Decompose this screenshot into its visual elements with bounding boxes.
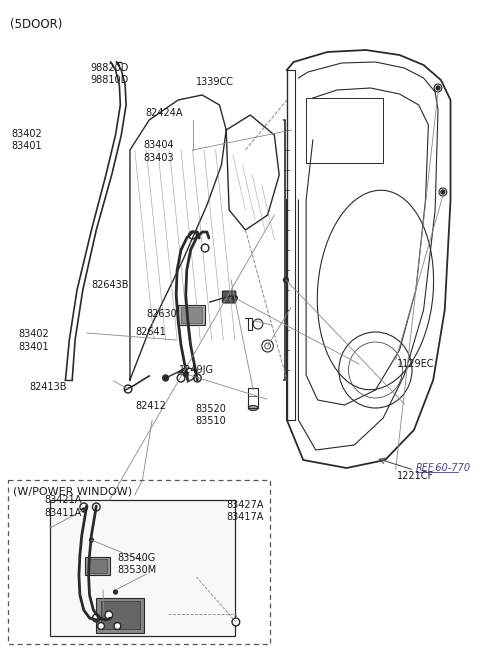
Bar: [101, 601, 140, 629]
Circle shape: [203, 245, 207, 251]
Circle shape: [177, 374, 185, 382]
Text: (5DOOR): (5DOOR): [10, 18, 62, 31]
Text: 1249JG: 1249JG: [180, 365, 214, 375]
Circle shape: [233, 619, 238, 625]
Bar: [50, 500, 235, 636]
Text: REF.60-770: REF.60-770: [416, 463, 471, 473]
Ellipse shape: [248, 405, 258, 411]
Circle shape: [232, 295, 237, 300]
Circle shape: [179, 375, 183, 380]
Text: 82424A: 82424A: [145, 108, 183, 117]
Circle shape: [99, 624, 103, 628]
Circle shape: [195, 375, 200, 380]
Circle shape: [81, 504, 86, 510]
Bar: [178, 305, 205, 325]
Text: 83540G
83530M: 83540G 83530M: [118, 553, 157, 575]
Bar: [96, 598, 144, 633]
Circle shape: [436, 86, 440, 90]
Circle shape: [183, 371, 188, 377]
Circle shape: [441, 190, 445, 194]
Text: 1129EC: 1129EC: [396, 359, 434, 369]
FancyBboxPatch shape: [222, 291, 236, 303]
Circle shape: [114, 590, 118, 594]
Text: 82630: 82630: [146, 309, 177, 319]
Circle shape: [189, 231, 196, 239]
Bar: [88, 559, 107, 573]
Circle shape: [124, 385, 132, 393]
Text: 82413B: 82413B: [29, 382, 67, 392]
Circle shape: [94, 615, 99, 621]
Circle shape: [94, 504, 99, 510]
Text: (W/POWER WINDOW): (W/POWER WINDOW): [13, 487, 132, 497]
Bar: [84, 557, 110, 575]
Text: 82412: 82412: [135, 401, 166, 411]
Circle shape: [163, 375, 168, 381]
Text: 83427A
83417A: 83427A 83417A: [227, 500, 264, 522]
Circle shape: [82, 508, 85, 512]
Circle shape: [90, 538, 94, 542]
Text: 1221CF: 1221CF: [396, 471, 433, 481]
Bar: [306, 98, 383, 163]
Text: 82643B: 82643B: [91, 280, 129, 290]
Text: 83404
83403: 83404 83403: [143, 140, 174, 163]
Bar: [8, 480, 270, 644]
Text: 1339CC: 1339CC: [196, 77, 234, 87]
Circle shape: [114, 623, 121, 630]
Text: 98820D
98810D: 98820D 98810D: [90, 63, 129, 85]
Circle shape: [93, 614, 100, 622]
Text: 83520
83510: 83520 83510: [195, 404, 226, 426]
Circle shape: [107, 613, 111, 617]
Circle shape: [193, 374, 201, 382]
Circle shape: [126, 386, 131, 392]
Text: 82641: 82641: [136, 327, 167, 337]
Circle shape: [190, 232, 195, 237]
Circle shape: [232, 618, 240, 626]
Circle shape: [116, 624, 120, 628]
Circle shape: [98, 623, 105, 630]
Text: 83421A
83411A: 83421A 83411A: [44, 495, 81, 518]
Circle shape: [93, 503, 100, 511]
Bar: [181, 307, 202, 323]
Circle shape: [284, 277, 288, 283]
Circle shape: [105, 611, 113, 619]
Circle shape: [80, 503, 88, 511]
Text: 83402
83401: 83402 83401: [12, 129, 42, 151]
Circle shape: [201, 244, 209, 252]
Text: 83402
83401: 83402 83401: [19, 329, 49, 352]
